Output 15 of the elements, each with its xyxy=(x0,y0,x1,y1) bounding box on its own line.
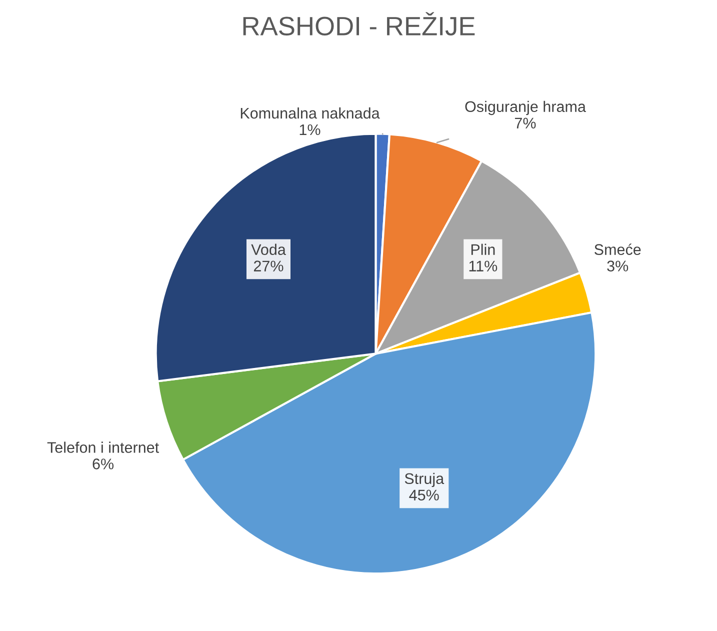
slice-label: Telefon i internet xyxy=(47,442,159,453)
slice-label: Struja xyxy=(404,472,444,488)
data-label: 11% xyxy=(469,260,498,272)
data-label: 3% xyxy=(607,260,628,272)
data-label: 27% xyxy=(254,260,284,272)
data-label: 6% xyxy=(92,458,114,470)
data-label: 45% xyxy=(409,490,439,500)
slice-label: Komunalna naknada xyxy=(240,107,380,119)
slice-label: Voda xyxy=(251,244,286,256)
data-label: 1% xyxy=(300,124,320,136)
slice-label: Smeće xyxy=(594,244,641,255)
slice-label: Osiguranje hrama xyxy=(465,100,586,116)
slice-label: Plin xyxy=(471,244,495,255)
data-label: 7% xyxy=(514,118,536,128)
chart-title: RASHODI - REŽIJE xyxy=(243,12,475,36)
